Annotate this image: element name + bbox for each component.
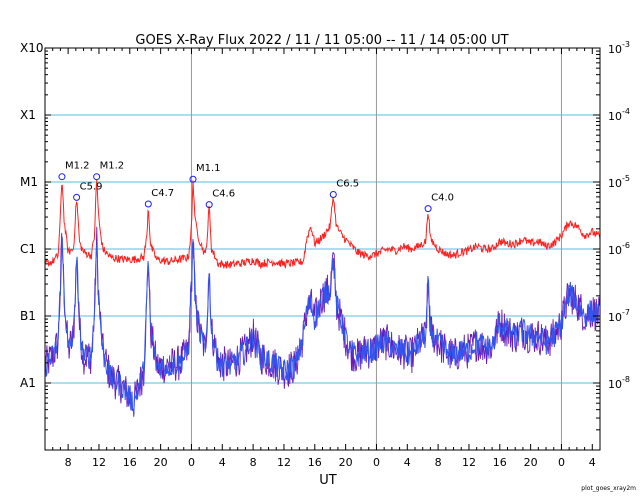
x-tick-label: 0 [373,456,380,469]
class-label: A1 [20,376,36,390]
flare-marker [424,205,432,213]
x-tick-label: 16 [123,456,137,469]
x-tick-label: 8 [65,456,72,469]
x-tick-label: 20 [339,456,353,469]
flare-label: M1.2 [65,161,90,172]
flare-label: M1.1 [196,163,221,174]
x-tick-label: 12 [462,456,476,469]
tick-layer [45,47,600,450]
right-axis-label: 10-6 [608,241,630,257]
right-axis-label: 10-5 [608,174,630,190]
series-layer [44,179,601,417]
right-axis-label: 10-8 [608,375,630,391]
class-label: M1 [20,175,38,189]
label-layer: X10 X1 M1 C1 B1 A1 10-3 10-4 10-5 10-6 10-7 10-8 8 12… [20,40,630,469]
flare-marker [144,200,152,208]
x-tick-label: 8 [250,456,257,469]
class-label: C1 [20,242,36,256]
x-tick-label: 12 [92,456,106,469]
right-axis-label: 10-3 [608,40,630,56]
flare-label: C4.7 [151,188,174,199]
class-label: B1 [20,309,36,323]
x-tick-label: 20 [524,456,538,469]
flare-label: M1.2 [100,161,125,172]
series-line-short [44,237,601,415]
x-tick-label: 12 [277,456,291,469]
flare-marker [58,173,66,181]
x-tick-label: 0 [558,456,565,469]
x-tick-label: 4 [219,456,226,469]
chart-title: GOES X-Ray Flux 2022 / 11 / 11 05:00 -- … [135,33,508,48]
flare-marker [329,191,337,199]
x-tick-label: 16 [308,456,322,469]
class-label: X10 [20,41,44,55]
credit-text: plot_goes_xray2m [581,485,636,492]
flare-marker [189,175,197,183]
right-axis-label: 10-4 [608,107,630,123]
x-tick-label: 0 [188,456,195,469]
series-line-long [44,179,601,270]
class-label: X1 [20,108,36,122]
flare-label: C4.0 [431,193,454,204]
x-tick-label: 20 [154,456,168,469]
x-axis-label: UT [319,473,337,488]
flare-marker [205,201,213,209]
flare-label: C4.6 [212,189,235,200]
flare-marker [73,193,81,201]
x-tick-label: 4 [589,456,596,469]
right-axis-label: 10-7 [608,308,630,324]
x-tick-label: 16 [493,456,507,469]
flare-marker [93,173,101,181]
flare-layer: M1.2 C5.9 M1.2 C4.7 M1.1 C4.6 C6.5 C4.0 [58,161,454,213]
x-tick-label: 8 [435,456,442,469]
x-tick-label: 4 [404,456,411,469]
flare-label: C6.5 [336,179,359,190]
flare-label: C5.9 [80,181,103,192]
